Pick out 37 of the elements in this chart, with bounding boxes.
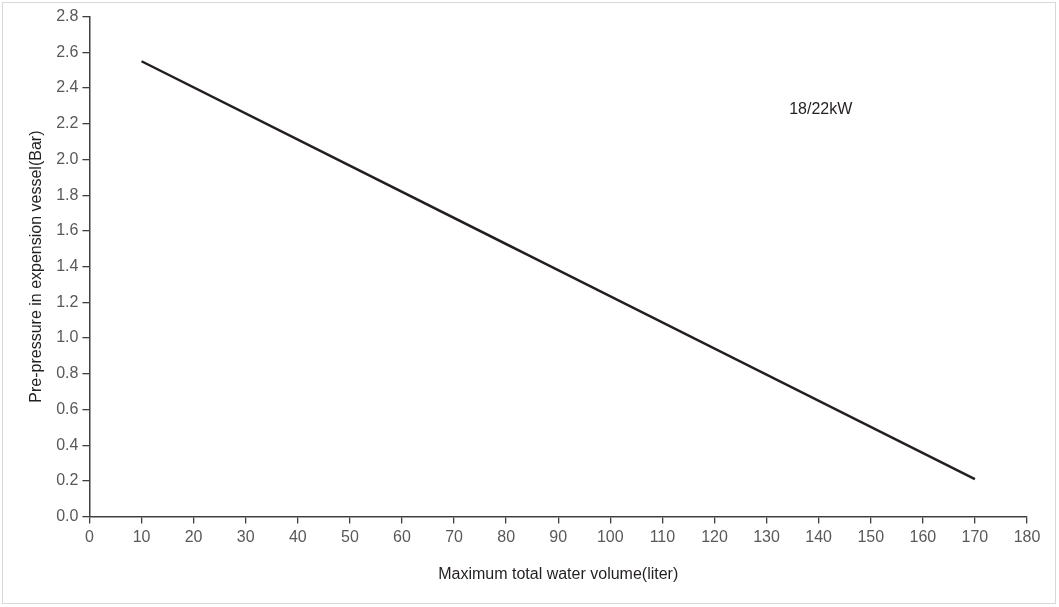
x-tick-label: 130 — [753, 527, 781, 545]
x-tick-label: 150 — [857, 527, 885, 545]
y-tick-label: 1.4 — [56, 257, 79, 275]
y-tick-label: 2.4 — [56, 78, 79, 96]
y-tick-label: 1.2 — [56, 292, 79, 310]
x-tick-label: 90 — [549, 527, 568, 545]
text: 18/22kW — [789, 99, 854, 117]
x-tick-label: 140 — [805, 527, 833, 545]
x-tick-label: 100 — [596, 527, 624, 545]
y-tick-label: 2.8 — [56, 7, 79, 25]
y-tick-label: 1.0 — [56, 328, 79, 346]
y-tick-label: 0.2 — [56, 471, 79, 489]
y-tick-label: 0.4 — [56, 435, 79, 453]
y-tick-label: 2.6 — [56, 42, 79, 60]
x-tick-label: 160 — [909, 527, 937, 545]
x-tick-label: 30 — [236, 527, 255, 545]
y-tick-label: 0.6 — [56, 399, 79, 417]
y-tick-label: 1.8 — [56, 185, 79, 203]
y-tick-label: 1.6 — [56, 221, 79, 239]
y-axis-title: Pre-pressure in expension vessel(Bar) — [27, 130, 45, 403]
x-tick-label: 50 — [340, 527, 359, 545]
y-tick-label: 2.0 — [56, 149, 79, 167]
y-tick-label: 0.0 — [56, 507, 79, 525]
x-tick-label: 40 — [288, 527, 307, 545]
x-tick-label: 0 — [84, 527, 94, 545]
x-axis-title: Maximum total water volume(liter) — [438, 564, 679, 582]
x-tick-label: 70 — [445, 527, 464, 545]
x-tick-label: 170 — [961, 527, 989, 545]
x-tick-label: 20 — [184, 527, 203, 545]
x-tick-label: 80 — [497, 527, 516, 545]
x-tick-label: 110 — [649, 527, 676, 545]
x-tick-label: 120 — [701, 527, 728, 545]
x-tick-label: 60 — [393, 527, 411, 545]
y-tick-label: 2.2 — [56, 114, 79, 132]
x-tick-label: 180 — [1013, 527, 1041, 545]
y-tick-label: 0.8 — [56, 364, 79, 382]
x-tick-label: 10 — [132, 527, 151, 545]
